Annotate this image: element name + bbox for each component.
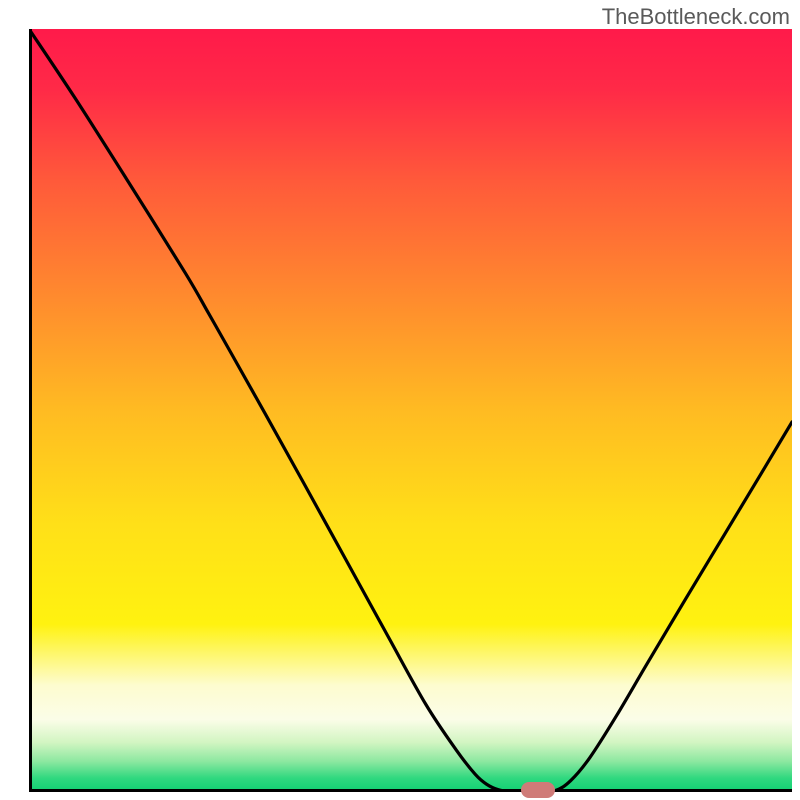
plot-area (29, 29, 792, 792)
watermark-text: TheBottleneck.com (602, 4, 790, 30)
optimal-marker (521, 782, 555, 798)
x-axis (29, 789, 792, 792)
bottleneck-curve (29, 29, 792, 792)
bottleneck-chart: TheBottleneck.com (0, 0, 800, 800)
y-axis (29, 29, 32, 792)
